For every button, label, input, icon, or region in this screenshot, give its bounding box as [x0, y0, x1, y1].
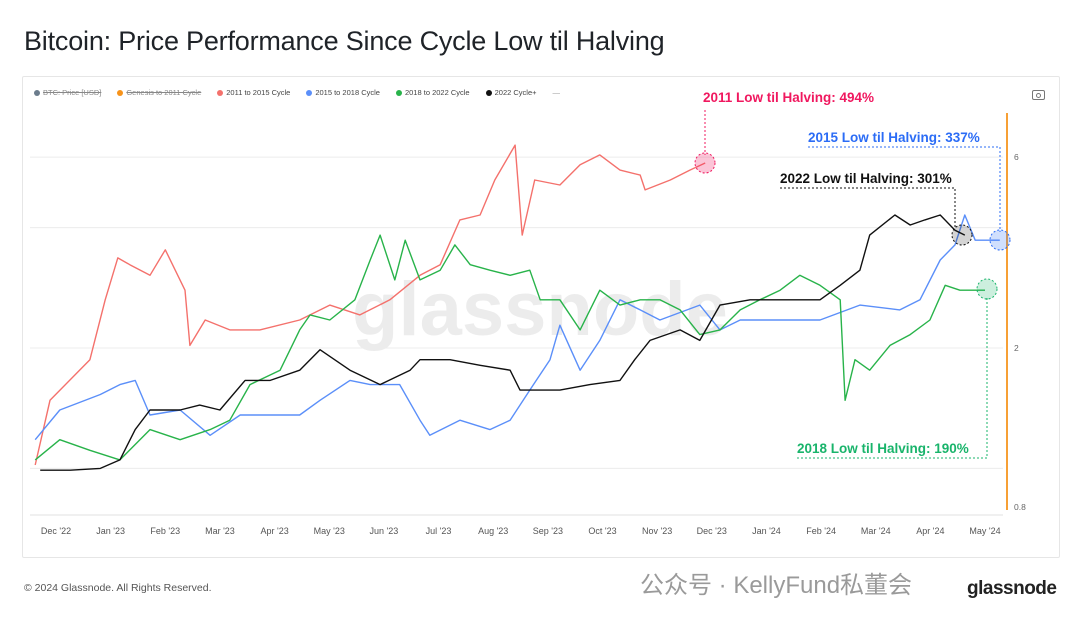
chart-card	[22, 76, 1060, 558]
chart-legend: BTC: Price [USD] Genesis to 2011 Cycle 2…	[34, 88, 560, 97]
y-tick-label: 2	[1014, 343, 1019, 353]
series-line-2011-to-2015-cycle	[34, 144, 706, 466]
glassnode-logo: glassnode	[967, 578, 1057, 599]
annotation-leader-2022	[780, 187, 956, 228]
x-tick-label: Feb '24	[806, 526, 836, 536]
annotation-2018: 2018 Low til Halving: 190%	[797, 441, 969, 456]
legend-label: 2022 Cycle+	[494, 88, 537, 97]
y-tick-label: 0.8	[1014, 502, 1026, 512]
annotation-leader-2018	[797, 298, 988, 459]
x-tick-label: Jan '24	[752, 526, 781, 536]
legend-label: BTC: Price [USD]	[43, 88, 102, 97]
glassnode-watermark: glassnode	[352, 267, 728, 352]
legend-more[interactable]: —	[552, 88, 561, 97]
x-tick-label: Dec '22	[41, 526, 71, 536]
legend-label: 2018 to 2022 Cycle	[404, 88, 470, 97]
legend-label: Genesis to 2011 Cycle	[126, 88, 202, 97]
legend-item-2022-cycle[interactable]: 2022 Cycle+	[485, 88, 537, 97]
x-tick-label: Mar '24	[861, 526, 891, 536]
legend-item-genesis-cycle[interactable]: Genesis to 2011 Cycle	[117, 88, 201, 97]
camera-icon[interactable]	[1032, 90, 1045, 100]
annotation-2015: 2015 Low til Halving: 337%	[808, 130, 980, 145]
x-tick-label: Jan '23	[96, 526, 125, 536]
endpoint-marker-2011	[694, 152, 716, 174]
annotation-2022: 2022 Low til Halving: 301%	[780, 171, 952, 186]
x-tick-label: Jun '23	[370, 526, 399, 536]
legend-item-2015-cycle[interactable]: 2015 to 2018 Cycle	[306, 88, 380, 97]
legend-label: 2015 to 2018 Cycle	[315, 88, 380, 97]
x-tick-label: May '23	[314, 526, 345, 536]
endpoint-marker-2018	[976, 278, 998, 300]
x-tick-label: Jul '23	[426, 526, 452, 536]
x-tick-label: May '24	[969, 526, 1000, 536]
endpoint-marker-2015	[989, 229, 1011, 251]
x-tick-label: Apr '24	[916, 526, 944, 536]
x-tick-label: Apr '23	[260, 526, 288, 536]
copyright-footer: © 2024 Glassnode. All Rights Reserved.	[24, 582, 212, 594]
x-tick-label: Aug '23	[478, 526, 508, 536]
endpoint-marker-2022	[951, 224, 973, 246]
x-tick-label: Oct '23	[588, 526, 616, 536]
x-tick-label: Sep '23	[533, 526, 563, 536]
x-tick-label: Dec '23	[697, 526, 727, 536]
y-tick-label: 6	[1014, 152, 1019, 162]
x-tick-label: Mar '23	[205, 526, 235, 536]
legend-item-btc-price[interactable]: BTC: Price [USD]	[34, 88, 101, 97]
annotation-2011: 2011 Low til Halving: 494%	[703, 90, 875, 105]
series-line-2022-cycle-	[40, 214, 966, 471]
page-title: Bitcoin: Price Performance Since Cycle L…	[24, 26, 665, 56]
wechat-overlay-text: 公众号 · KellyFund私董会	[640, 572, 913, 599]
annotation-leader-2015	[808, 146, 1001, 232]
legend-item-2011-cycle[interactable]: 2011 to 2015 Cycle	[217, 88, 290, 97]
legend-label: 2011 to 2015 Cycle	[226, 88, 291, 97]
x-tick-label: Nov '23	[642, 526, 672, 536]
x-tick-label: Feb '23	[150, 526, 180, 536]
legend-item-2018-cycle[interactable]: 2018 to 2022 Cycle	[395, 88, 470, 97]
